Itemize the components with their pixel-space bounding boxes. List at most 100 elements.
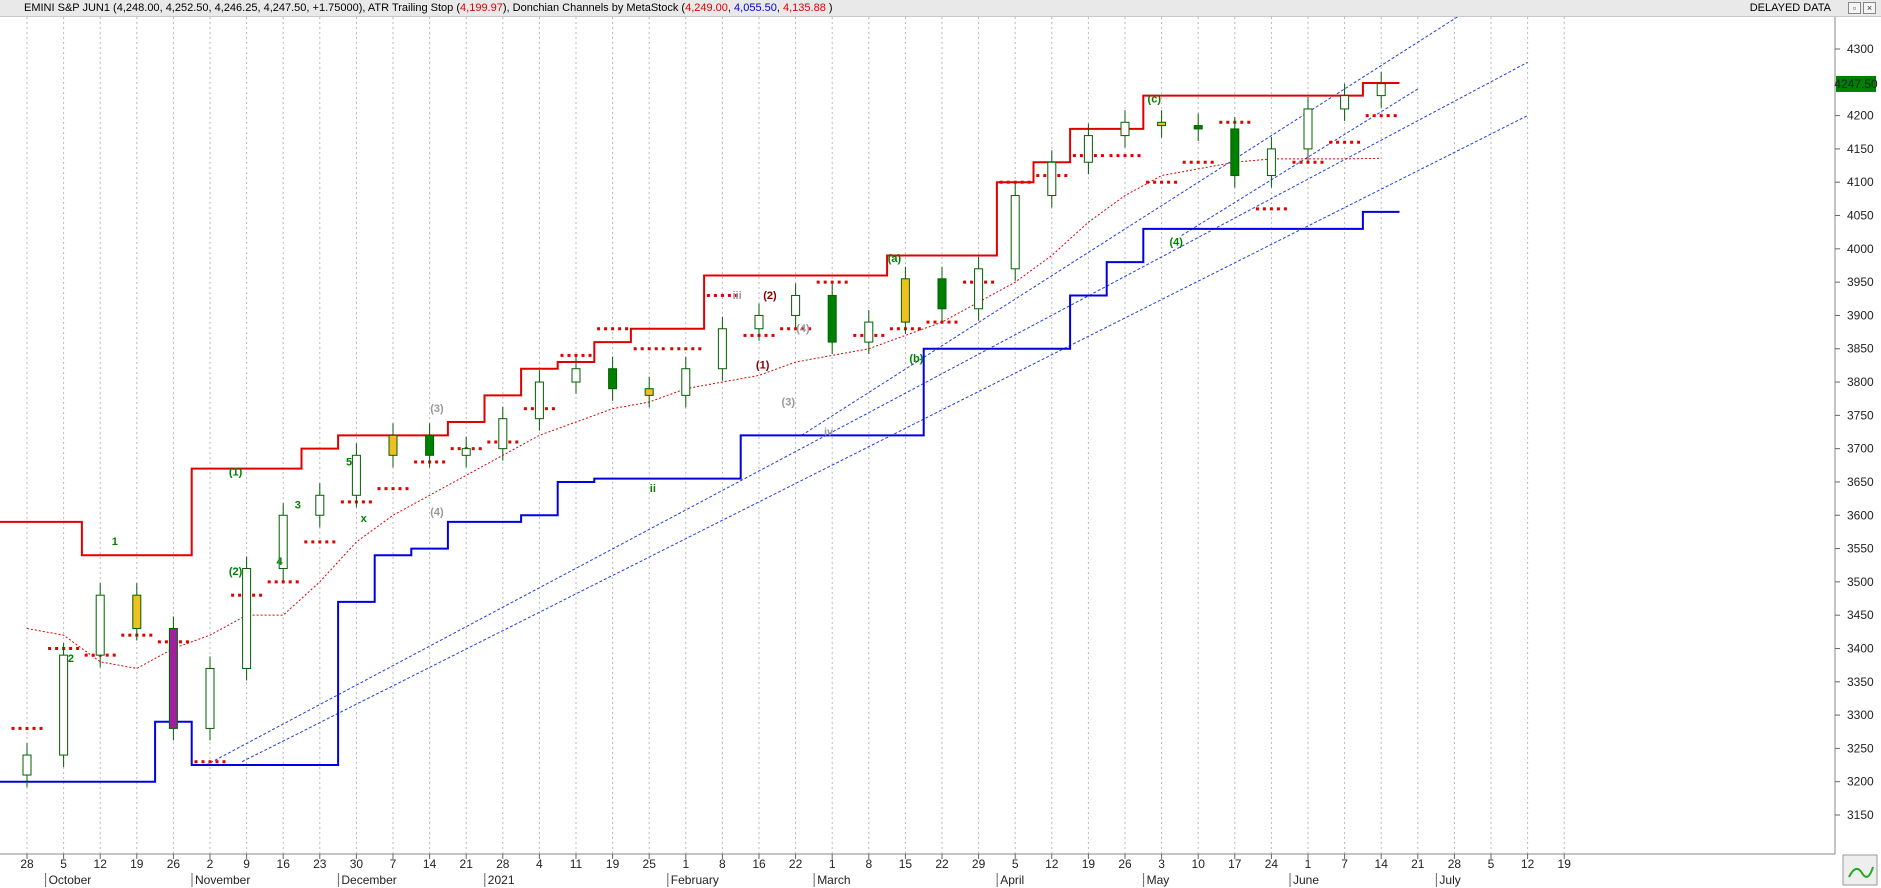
atr-stop-dot [698, 347, 702, 351]
wave-label: ii [650, 483, 656, 495]
atr-stop-dot [633, 347, 637, 351]
atr-stop-dot [706, 293, 710, 297]
atr-stop-dot [494, 440, 498, 444]
atr-stop-dot [178, 640, 182, 644]
atr-stop-dot [25, 726, 29, 730]
atr-stop-dot [515, 440, 519, 444]
atr-stop-dot [414, 460, 418, 464]
atr-stop-dot [1072, 154, 1076, 158]
day-tick-label: 19 [1082, 857, 1096, 871]
atr-stop-dot [1196, 160, 1200, 164]
restore-window-icon[interactable]: ▫ [1848, 2, 1861, 14]
day-tick-label: 19 [606, 857, 620, 871]
wave-label: (2) [763, 290, 777, 302]
month-tick-label: March [817, 873, 850, 887]
candle-body [168, 627, 178, 729]
atr-stop-dot [734, 293, 738, 297]
atr-stop-dot [816, 280, 820, 284]
atr-stop-dot [830, 280, 834, 284]
candle-body [864, 321, 874, 343]
atr-stop-dot [1386, 114, 1390, 118]
month-tick-label: April [1000, 873, 1024, 887]
atr-stop-dot [1262, 207, 1266, 211]
wave-label: (c) [1148, 93, 1162, 105]
wave-label: (3) [782, 396, 796, 408]
candle-body [278, 514, 288, 570]
atr-stop-dot [1130, 154, 1134, 158]
atr-label: ATR Trailing Stop [367, 2, 454, 14]
atr-stop-dot [164, 640, 168, 644]
atr-stop-dot [112, 653, 116, 657]
atr-stop-dot [304, 540, 308, 544]
candle-body [571, 368, 581, 383]
atr-stop-dot [874, 333, 878, 337]
price-axis[interactable]: 3150 3200 3250 3300 3350 3400 3450 3500 3550 3600… [1835, 42, 1874, 822]
wave-label: (4) [430, 506, 444, 518]
wave-label: x [361, 513, 368, 525]
wave-label: (a) [888, 253, 902, 265]
atr-stop-dot [208, 760, 212, 764]
atr-stop-dot [1153, 180, 1157, 184]
atr-stop-dot [238, 593, 242, 597]
atr-stop-dot [581, 353, 585, 357]
price-tick-label: 4300 [1847, 42, 1874, 56]
atr-stop-dot [853, 333, 857, 337]
day-tick-label: 26 [1118, 857, 1132, 871]
atr-stop-dot [1093, 154, 1097, 158]
candle-body [754, 314, 764, 330]
atr-stop-dot [1006, 180, 1010, 184]
atr-stop-dot [368, 500, 372, 504]
time-axis[interactable]: 28 5 12 19 26 2 9 16 23 30 7 14 21 28 4 11 19 25 1 8 16 22 1 8 1… [20, 854, 1571, 887]
atr-stop-dot [1174, 180, 1178, 184]
candle-body [1083, 135, 1093, 163]
candle-body [644, 388, 654, 396]
month-tick-label: November [195, 873, 250, 887]
candle-body [1340, 95, 1350, 110]
wave-label: 3 [295, 500, 301, 512]
close-window-icon[interactable]: × [1863, 2, 1876, 14]
atr-stop-dot [398, 487, 402, 491]
atr-stop-dot [991, 280, 995, 284]
wave-label: (b) [909, 353, 923, 365]
day-tick-label: 10 [1192, 857, 1206, 871]
day-tick-label: 28 [1448, 857, 1462, 871]
atr-stop-dot [567, 353, 571, 357]
atr-stop-dot [750, 333, 754, 337]
ohlc-change: +1.75000 [312, 2, 359, 14]
atr-stop-dot [457, 447, 461, 451]
last-price-box [1836, 75, 1876, 92]
day-tick-label: 15 [899, 857, 913, 871]
atr-stop-dot [194, 760, 198, 764]
atr-stop-dot [808, 327, 812, 331]
day-tick-label: 11 [570, 857, 583, 871]
atr-stop-dot [281, 580, 285, 584]
atr-stop-dot [1137, 154, 1141, 158]
atr-stop-dot [259, 593, 263, 597]
day-tick-label: 29 [972, 857, 986, 871]
candle-body [1376, 83, 1386, 97]
price-tick-label: 3950 [1847, 275, 1874, 289]
donchian-upper-value: 4,249.00 [685, 2, 728, 14]
price-tick-label: 4200 [1847, 109, 1874, 123]
day-tick-label: 8 [719, 857, 726, 871]
day-tick-label: 16 [277, 857, 291, 871]
candle-body [22, 754, 32, 776]
chart-options-icon[interactable] [1842, 854, 1878, 886]
price-chart[interactable]: (1)(2)(3)(4)(1)(2)(3)(4)(a)(b)(c)(4)1234… [0, 17, 1881, 888]
wave-label: (1) [229, 466, 243, 478]
atr-stop-dot [618, 327, 622, 331]
atr-stop-dot [222, 760, 226, 764]
candle-body [827, 294, 837, 343]
day-tick-label: 3 [1158, 857, 1165, 871]
atr-stop-dot [252, 593, 256, 597]
atr-stop-dot [201, 760, 205, 764]
candle-body [681, 368, 691, 396]
atr-value: 4,199.97 [460, 2, 503, 14]
atr-stop-dot [325, 540, 329, 544]
atr-stop-dot [1027, 180, 1031, 184]
atr-stop-dot [691, 347, 695, 351]
donchian-mid-value: 4,135.88 [783, 2, 826, 14]
candle-body [534, 381, 544, 420]
atr-stop-dot [661, 347, 665, 351]
atr-stop-dot [684, 347, 688, 351]
